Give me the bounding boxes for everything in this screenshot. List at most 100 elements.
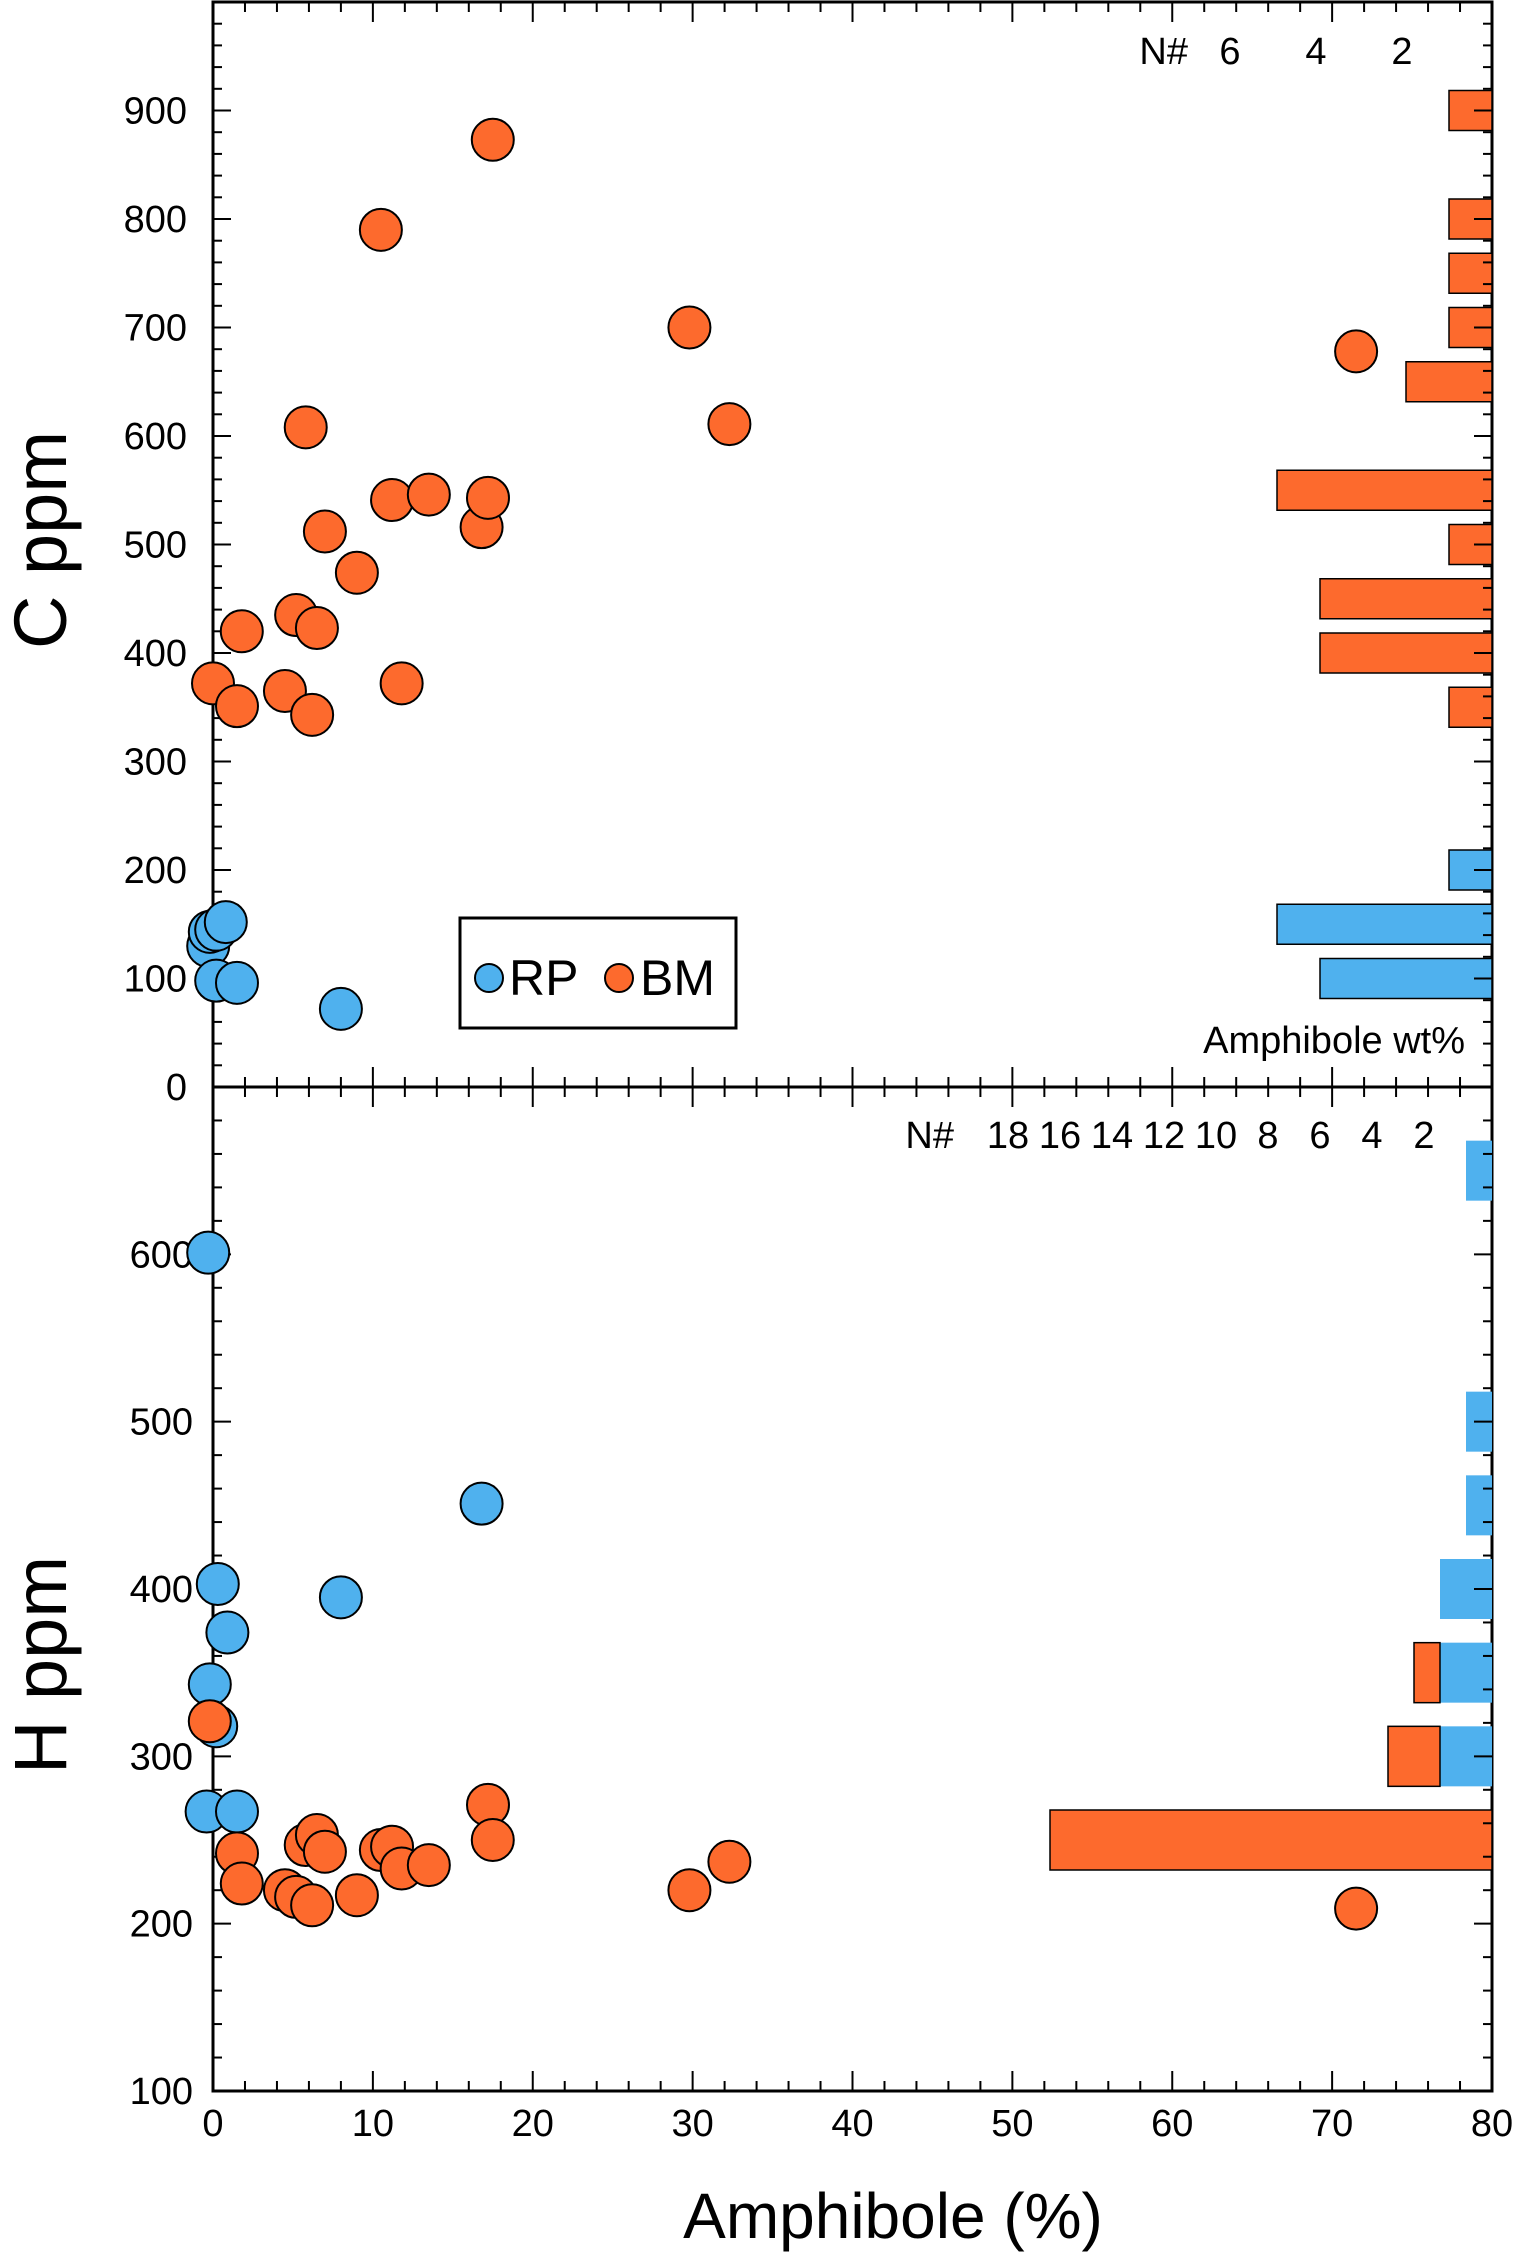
legend-marker-bm bbox=[604, 963, 634, 993]
bottom-point-bm-17 bbox=[707, 1839, 752, 1884]
top-point-bm-13 bbox=[406, 472, 451, 517]
bottom-point-rp-7 bbox=[318, 1575, 363, 1620]
top-point-bm-11 bbox=[370, 478, 415, 523]
bottom-y-tick-label-4: 500 bbox=[130, 1402, 193, 1444]
bottom-point-rp-3 bbox=[187, 1662, 232, 1707]
top-histogram-bar-12 bbox=[1319, 957, 1493, 1000]
bottom-point-rp-0 bbox=[186, 1230, 231, 1275]
top-y-tick-label-1: 100 bbox=[124, 959, 187, 1001]
bottom-histogram-bar-rp-4 bbox=[1440, 1642, 1492, 1703]
top-point-bm-10 bbox=[358, 207, 403, 252]
bottom-histogram-bar-bm-4 bbox=[1413, 1641, 1441, 1704]
bottom-histogram-count-tick-6: 6 bbox=[1309, 1115, 1330, 1157]
bottom-point-bm-2 bbox=[219, 1861, 264, 1906]
x-tick-label-8: 80 bbox=[1471, 2103, 1513, 2145]
bottom-point-rp-2 bbox=[205, 1610, 250, 1655]
x-tick-label-1: 10 bbox=[352, 2103, 394, 2145]
top-point-rp-3 bbox=[203, 900, 248, 945]
top-histogram-bar-2 bbox=[1448, 252, 1493, 294]
bottom-point-bm-15 bbox=[470, 1818, 515, 1862]
top-histogram-bar-5 bbox=[1276, 469, 1493, 511]
legend-label-rp: RP bbox=[509, 950, 578, 1006]
legend-box bbox=[458, 916, 738, 1030]
bottom-y-tick-label-2: 300 bbox=[130, 1736, 193, 1778]
top-y-tick-label-4: 400 bbox=[124, 633, 187, 675]
bottom-histogram-count-tick-2: 14 bbox=[1091, 1115, 1133, 1157]
top-point-bm-15 bbox=[465, 475, 510, 520]
top-y-tick-label-9: 900 bbox=[124, 91, 187, 133]
bottom-point-bm-0 bbox=[187, 1699, 232, 1744]
top-y-tick-label-7: 700 bbox=[124, 308, 187, 350]
top-panel: 6 4 2 0 100 200 300 400 500 600 700 800 900 bbox=[124, 0, 1494, 1109]
top-point-bm-6 bbox=[290, 692, 335, 737]
bottom-point-rp-1 bbox=[195, 1561, 240, 1606]
x-tick-label-4: 40 bbox=[831, 2103, 873, 2145]
x-tick-label-0: 0 bbox=[202, 2103, 223, 2145]
bottom-point-bm-13 bbox=[406, 1843, 451, 1888]
top-y-tick-label-2: 200 bbox=[124, 850, 187, 892]
bottom-plot-frame bbox=[211, 1085, 1494, 2093]
bottom-point-bm-18 bbox=[1334, 1886, 1379, 1931]
top-y-tick-label-8: 800 bbox=[124, 199, 187, 241]
bottom-point-bm-8 bbox=[302, 1829, 347, 1874]
bottom-y-tick-label-1: 200 bbox=[130, 1904, 193, 1946]
top-point-bm-17 bbox=[667, 305, 712, 350]
bottom-point-bm-9 bbox=[334, 1873, 379, 1918]
top-histogram-bar-7 bbox=[1319, 578, 1493, 620]
bottom-histogram-bar-rp-0 bbox=[1466, 1140, 1492, 1201]
bottom-y-tick-label-0: 100 bbox=[130, 2071, 193, 2113]
x-tick-label-5: 50 bbox=[991, 2103, 1033, 2145]
top-histogram-count-tick-1: 4 bbox=[1305, 31, 1326, 73]
top-point-bm-1 bbox=[214, 684, 259, 729]
bottom-histogram-bar-bm-5 bbox=[1387, 1725, 1441, 1788]
bottom-histogram-bar-bm-6 bbox=[1049, 1809, 1493, 1871]
top-y-tick-label-6: 600 bbox=[124, 416, 187, 458]
top-point-bm-19 bbox=[1334, 329, 1379, 374]
top-point-bm-18 bbox=[707, 402, 752, 447]
top-y-tick-label-3: 300 bbox=[124, 742, 187, 784]
bottom-histogram-count-tick-8: 2 bbox=[1413, 1115, 1434, 1157]
legend-label-bm: BM bbox=[640, 950, 715, 1006]
bottom-histogram-count-tick-1: 16 bbox=[1039, 1115, 1081, 1157]
x-tick-label-2: 20 bbox=[512, 2103, 554, 2145]
top-histogram-bar-11 bbox=[1276, 903, 1493, 945]
bottom-histogram-bar-rp-2 bbox=[1466, 1475, 1492, 1536]
bottom-y-tick-label-5: 600 bbox=[130, 1234, 193, 1276]
x-tick-label-7: 70 bbox=[1311, 2103, 1353, 2145]
bottom-point-rp-6 bbox=[214, 1789, 259, 1834]
x-tick-label-6: 60 bbox=[1151, 2103, 1193, 2145]
top-histogram-label: Amphibole wt% bbox=[1203, 1020, 1465, 1062]
bottom-histogram-count-label: N# bbox=[905, 1115, 954, 1157]
top-histogram-count-label: N# bbox=[1139, 31, 1188, 73]
bottom-y-axis-title: H ppm bbox=[0, 1556, 82, 1774]
top-point-bm-2 bbox=[219, 609, 264, 654]
top-point-bm-5 bbox=[283, 405, 328, 450]
bottom-point-bm-16 bbox=[667, 1868, 712, 1913]
top-point-bm-8 bbox=[302, 509, 347, 554]
bottom-histogram-count-tick-4: 10 bbox=[1195, 1115, 1237, 1157]
x-axis-title: Amphibole (%) bbox=[683, 2180, 1103, 2252]
legend-marker-rp bbox=[474, 963, 504, 993]
top-histogram-bar-8 bbox=[1319, 632, 1493, 674]
bottom-histogram-count-tick-7: 4 bbox=[1361, 1115, 1382, 1157]
bottom-point-rp-8 bbox=[459, 1481, 504, 1526]
top-point-bm-7 bbox=[294, 606, 339, 651]
bottom-histogram-count-tick-5: 8 bbox=[1257, 1115, 1278, 1157]
bottom-y-tick-label-3: 400 bbox=[130, 1569, 193, 1611]
bottom-histogram-count-tick-0: 18 bbox=[987, 1115, 1029, 1157]
bottom-histogram-count-tick-3: 12 bbox=[1143, 1115, 1185, 1157]
bottom-point-bm-6 bbox=[290, 1883, 335, 1928]
top-point-bm-9 bbox=[334, 550, 379, 595]
top-point-bm-12 bbox=[379, 661, 424, 706]
top-point-rp-6 bbox=[318, 986, 363, 1031]
top-point-rp-5 bbox=[214, 960, 259, 1005]
x-tick-label-3: 30 bbox=[671, 2103, 713, 2145]
top-point-bm-16 bbox=[470, 117, 515, 162]
top-histogram-count-tick-2: 2 bbox=[1391, 31, 1412, 73]
top-histogram-bar-4 bbox=[1405, 361, 1493, 403]
top-y-tick-label-5: 500 bbox=[124, 525, 187, 567]
top-y-axis-title: C ppm bbox=[0, 431, 82, 649]
top-histogram-bar-9 bbox=[1448, 686, 1493, 728]
